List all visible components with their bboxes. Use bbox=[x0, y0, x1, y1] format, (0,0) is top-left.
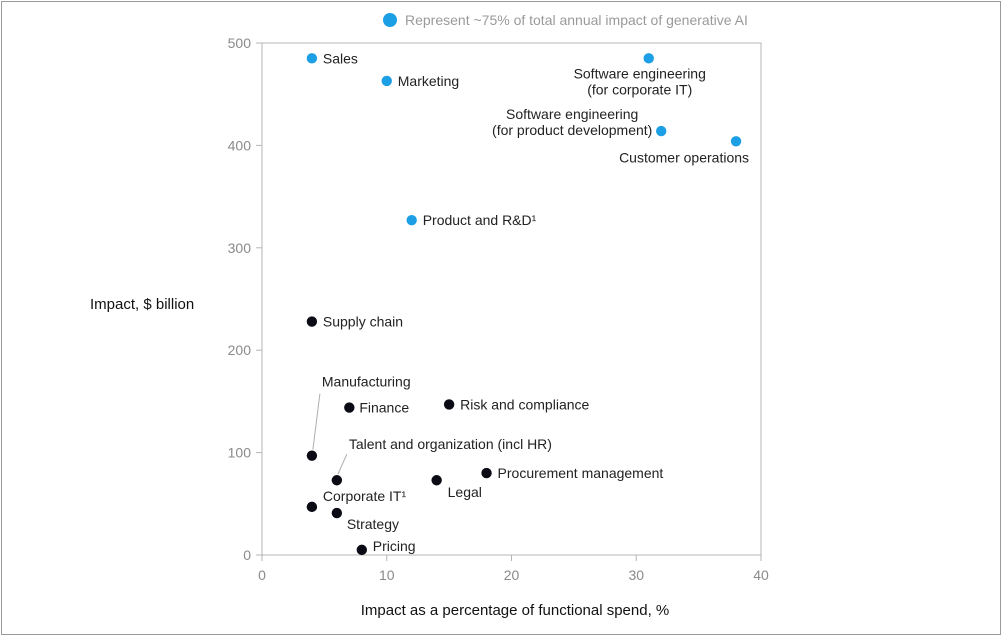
data-point bbox=[643, 53, 654, 64]
legend: Represent ~75% of total annual impact of… bbox=[383, 12, 748, 28]
data-point bbox=[331, 475, 343, 486]
data-point bbox=[306, 450, 318, 461]
point-label: Risk and compliance bbox=[460, 396, 589, 412]
y-tick-label: 300 bbox=[228, 240, 252, 256]
leader-lines bbox=[312, 393, 348, 475]
data-point bbox=[306, 501, 318, 513]
point-label: Corporate IT¹ bbox=[323, 488, 407, 504]
point-label: Talent and organization (incl HR) bbox=[349, 436, 552, 452]
point-label: Product and R&D¹ bbox=[423, 212, 537, 228]
y-tick-label: 200 bbox=[228, 342, 252, 358]
data-point bbox=[331, 507, 343, 519]
x-tick-label: 20 bbox=[504, 567, 520, 583]
x-tick-label: 0 bbox=[258, 567, 266, 583]
data-points bbox=[306, 53, 742, 556]
point-label: Strategy bbox=[347, 516, 399, 532]
point-labels: Sales Marketing Software engineering (for c… bbox=[322, 50, 749, 554]
y-tick-label: 0 bbox=[243, 547, 251, 563]
point-label: Software engineering (for corporate IT) bbox=[574, 65, 706, 97]
point-label: Legal bbox=[448, 484, 482, 500]
point-label: Software engineering (for product develop… bbox=[492, 106, 652, 138]
x-axis-title: Impact as a percentage of functional spe… bbox=[361, 602, 670, 619]
point-label: Finance bbox=[359, 400, 409, 416]
data-point bbox=[356, 544, 367, 556]
data-point bbox=[306, 316, 318, 327]
ticks: 0 100 200 300 400 500 0 10 20 30 40 bbox=[228, 35, 769, 583]
y-tick-label: 500 bbox=[228, 35, 252, 51]
point-label: Customer operations bbox=[619, 149, 749, 165]
point-label: Sales bbox=[323, 50, 358, 66]
data-point bbox=[730, 136, 742, 147]
legend-label: Represent ~75% of total annual impact of… bbox=[405, 12, 748, 28]
y-axis-title: Impact, $ billion bbox=[90, 296, 194, 313]
x-tick-label: 40 bbox=[753, 567, 769, 583]
point-label: Marketing bbox=[398, 73, 459, 89]
data-point bbox=[656, 125, 667, 137]
point-label: Manufacturing bbox=[322, 374, 411, 390]
data-point bbox=[344, 402, 355, 413]
point-label: Pricing bbox=[373, 538, 416, 554]
leader-line bbox=[312, 393, 321, 450]
data-point bbox=[406, 214, 417, 226]
data-point bbox=[431, 475, 442, 486]
x-tick-label: 30 bbox=[628, 567, 644, 583]
point-label: Procurement management bbox=[498, 465, 664, 481]
y-tick-label: 100 bbox=[228, 445, 252, 461]
x-tick-label: 10 bbox=[379, 567, 395, 583]
y-tick-label: 400 bbox=[228, 137, 252, 153]
legend-marker bbox=[383, 13, 397, 27]
data-point bbox=[443, 399, 455, 410]
point-label: Supply chain bbox=[323, 314, 403, 330]
leader-line bbox=[337, 454, 348, 475]
data-point bbox=[481, 467, 492, 479]
data-point bbox=[381, 75, 392, 87]
data-point bbox=[306, 53, 318, 64]
